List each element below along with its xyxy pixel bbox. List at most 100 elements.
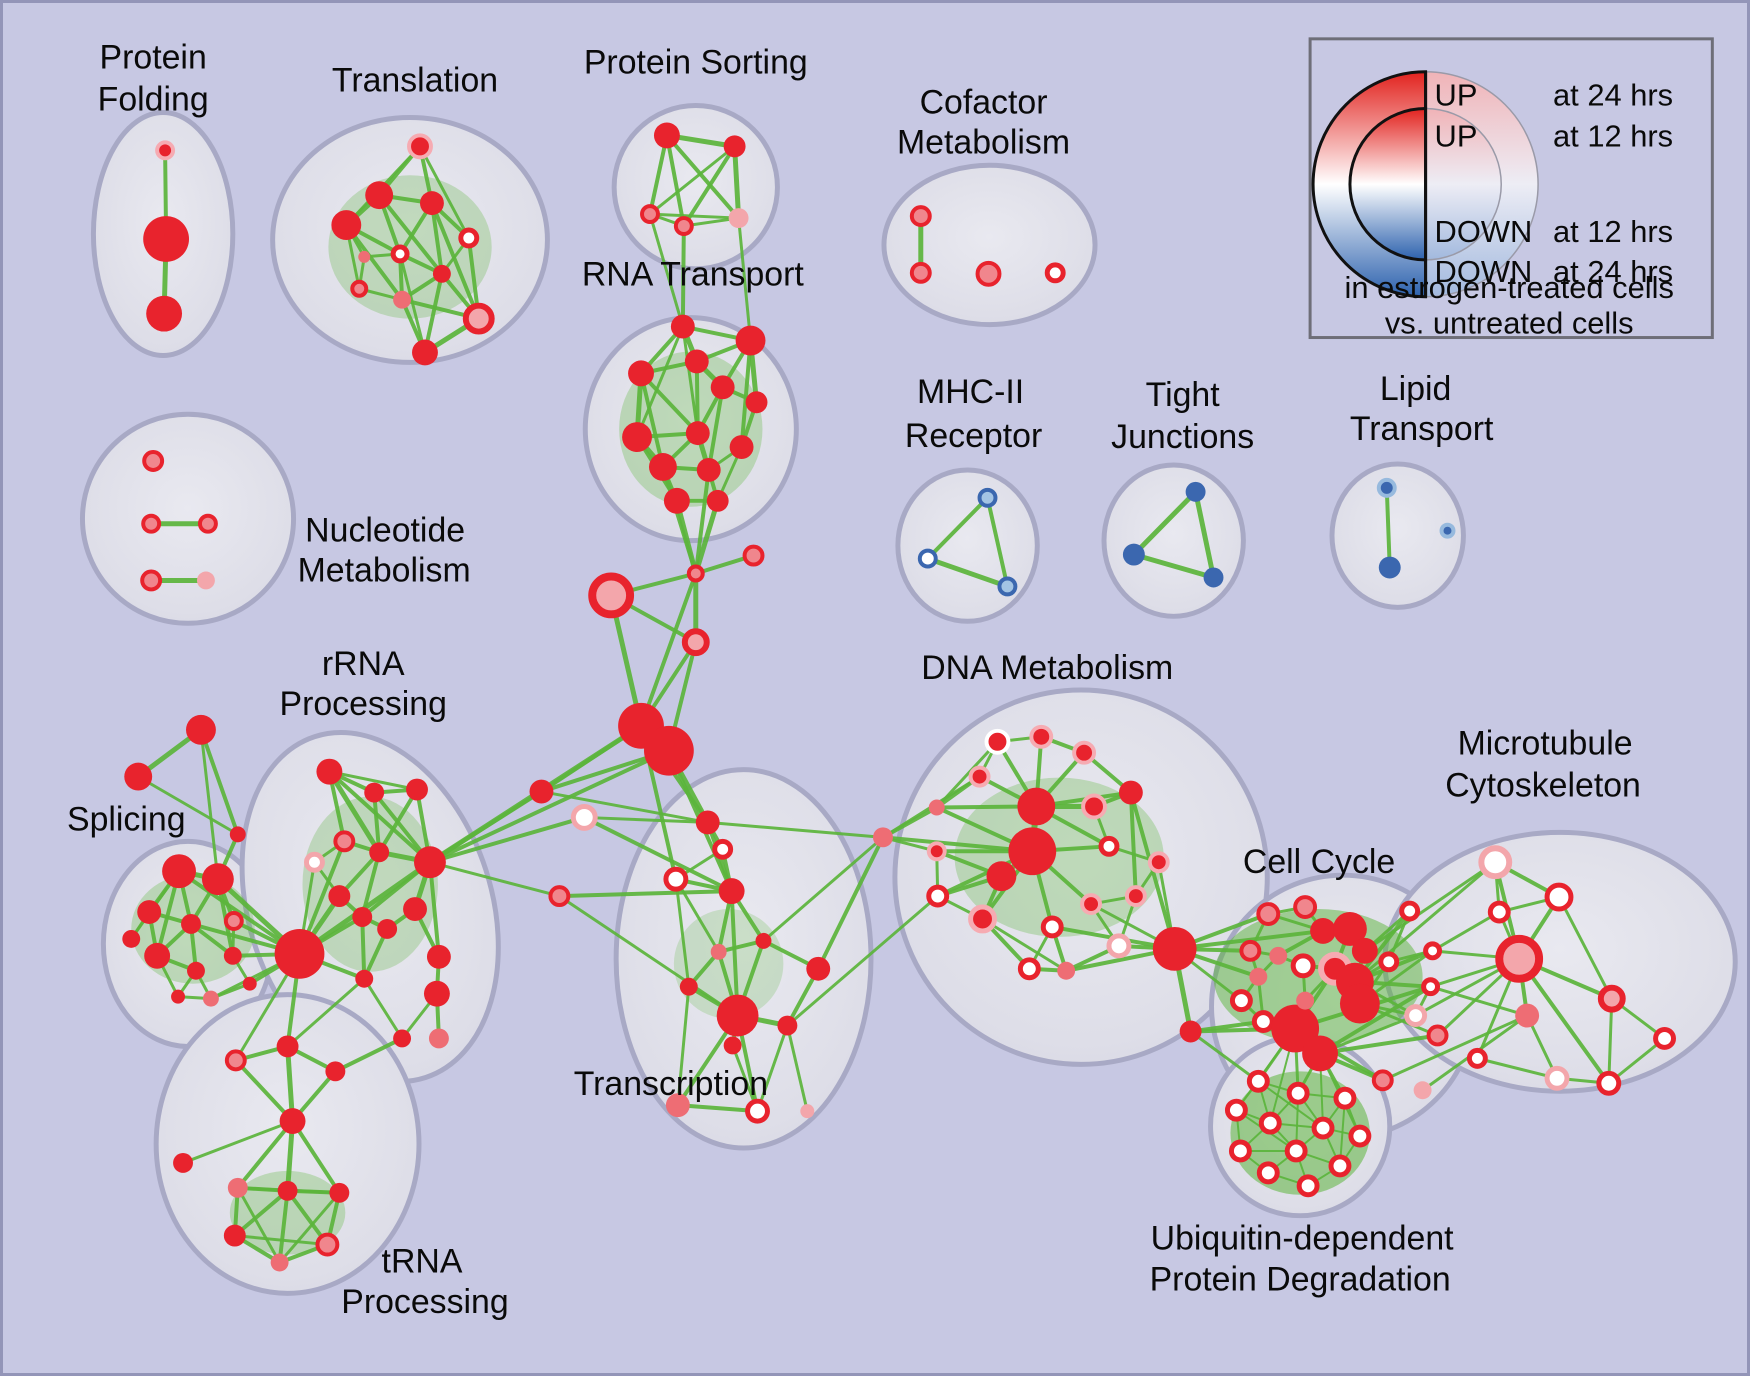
- network-node-pinkWhiteRing: [570, 803, 598, 831]
- network-node-pinkSolid: [710, 943, 727, 960]
- cluster-bubble-cofactor-metabolism: [881, 162, 1098, 328]
- network-node-whiteCore: [1229, 989, 1253, 1013]
- network-edge: [648, 144, 737, 216]
- cluster-label-trna-processing: Processing: [341, 1283, 508, 1321]
- network-node-whiteCore: [1421, 977, 1441, 997]
- cluster-bubble-microtubule-cytoskeleton: [1382, 829, 1738, 1094]
- network-edge: [427, 815, 587, 865]
- network-node-whiteCore: [1246, 1069, 1270, 1093]
- network-node-pinkWhiteRing: [1106, 933, 1132, 959]
- network-edge: [557, 889, 734, 899]
- network-edge: [1607, 997, 1614, 1085]
- network-edge: [648, 212, 741, 220]
- network-edge: [925, 556, 1010, 589]
- cluster-label-lipid-transport: Transport: [1350, 410, 1494, 448]
- network-edge: [706, 385, 725, 472]
- network-node-whiteCore: [458, 227, 480, 249]
- network-node-solid: [331, 210, 362, 240]
- network-node-solid: [223, 946, 242, 965]
- network-edge: [1363, 860, 1497, 953]
- network-node-whiteCore: [1258, 1111, 1282, 1135]
- network-edge: [676, 985, 691, 1107]
- cluster-bubble-tight-junctions: [1101, 462, 1246, 619]
- network-node-pinkSolid: [1057, 961, 1076, 980]
- network-edge: [981, 917, 1068, 973]
- network-node-whiteCore: [1348, 1124, 1372, 1148]
- network-edge: [1429, 985, 1529, 1018]
- network-node-solid: [706, 489, 729, 512]
- network-edge: [1189, 1030, 1260, 1083]
- network-node-solid: [146, 295, 183, 332]
- network-edge: [360, 915, 367, 981]
- network-node-whiteCore: [1290, 953, 1316, 979]
- cluster-label-splicing: Splicing: [67, 800, 186, 838]
- network-node-solid: [277, 1180, 298, 1201]
- network-node-solid: [143, 216, 190, 262]
- network-node-whiteCore: [1251, 1010, 1275, 1033]
- cluster-label-rna-transport: RNA Transport: [582, 256, 805, 294]
- network-node-whiteCore: [1378, 951, 1400, 973]
- cluster-bubble-dna-metabolism: [892, 687, 1270, 1067]
- network-node-solid: [1008, 827, 1057, 876]
- cluster-label-microtubule-cytoskeleton: Cytoskeleton: [1445, 767, 1641, 805]
- network-edge: [635, 325, 685, 439]
- network-edge: [737, 216, 753, 343]
- network-edge: [1257, 1080, 1325, 1130]
- network-edge: [1193, 489, 1217, 580]
- network-node-whiteCore: [1017, 957, 1041, 981]
- network-edge: [694, 359, 700, 436]
- network-edge: [398, 252, 427, 354]
- legend-direction-label: DOWN: [1435, 254, 1533, 289]
- network-edge: [674, 877, 721, 954]
- network-node-solid: [316, 758, 343, 785]
- cluster-label-trna-processing: tRNA: [382, 1242, 463, 1280]
- network-edge: [739, 338, 753, 450]
- network-edge: [327, 769, 432, 865]
- network-node-ringPink: [686, 564, 705, 583]
- network-node-solid: [644, 725, 694, 776]
- network-edge: [422, 271, 444, 355]
- legend-direction-label: UP: [1435, 78, 1478, 113]
- network-node-pinkSolid: [1249, 967, 1268, 986]
- network-node-pinkSolid: [665, 1093, 690, 1118]
- network-edge: [1318, 984, 1433, 1056]
- network-node-solid: [663, 487, 690, 514]
- network-node-solid: [986, 861, 1017, 892]
- network-node-solid: [329, 1182, 350, 1203]
- network-node-solid: [181, 914, 201, 934]
- cluster-label-tight-junctions: Junctions: [1111, 418, 1254, 456]
- network-node-blueRingLight: [1376, 477, 1397, 498]
- network-node-pinkRing: [968, 765, 991, 788]
- network-node-solid: [1118, 780, 1143, 805]
- cluster-label-nucleotide-metabolism: Metabolism: [298, 551, 471, 589]
- network-node-ringPink: [140, 569, 163, 592]
- network-node-pinkFaded: [800, 1104, 815, 1119]
- network-node-pinkRing: [968, 904, 997, 934]
- network-node-pinkSolid: [270, 1253, 289, 1272]
- network-edge: [418, 144, 471, 240]
- network-node-pinkSolid: [202, 990, 219, 1007]
- network-edge: [181, 1119, 295, 1165]
- network-nodes: [122, 122, 1676, 1272]
- network-node-solid: [124, 762, 153, 791]
- network-node-whiteCore: [712, 838, 734, 860]
- network-node-solid: [223, 1224, 246, 1247]
- network-node-solid: [806, 956, 831, 981]
- network-node-solid: [432, 264, 451, 283]
- network-edge: [816, 835, 885, 971]
- network-node-pinkWhiteRing: [1478, 845, 1513, 880]
- network-node-solid: [735, 325, 766, 356]
- network-node-pinkWhiteRing: [1544, 1065, 1570, 1091]
- network-node-pinkSolid: [873, 827, 893, 848]
- network-node-ringPink: [909, 205, 932, 228]
- legend-footer-line: in estrogen-treated cells: [1345, 270, 1674, 305]
- network-node-ringPink: [1239, 939, 1262, 962]
- network-node-pinkRing: [407, 133, 433, 160]
- network-node-whiteCore: [1256, 1161, 1280, 1185]
- network-node-whiteCore: [1399, 900, 1421, 922]
- cluster-label-dna-metabolism: DNA Metabolism: [921, 649, 1173, 687]
- network-node-solid: [406, 778, 428, 801]
- network-edge: [582, 815, 734, 894]
- network-node-solid: [1179, 1020, 1202, 1043]
- cluster-label-ubiquitin-degradation: Ubiquitin-dependent: [1151, 1220, 1455, 1258]
